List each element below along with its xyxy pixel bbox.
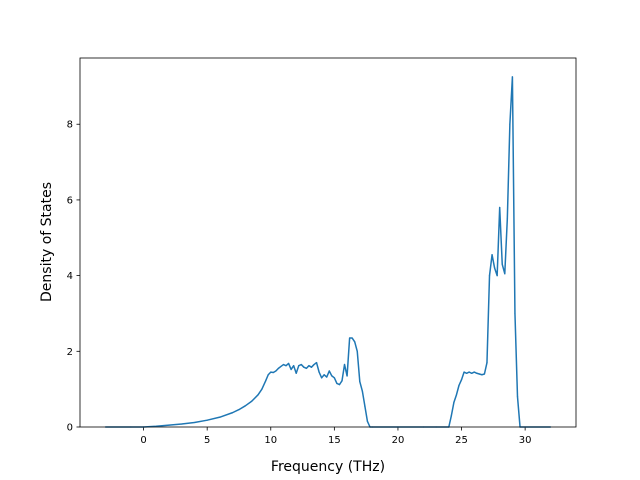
data-point [300,363,302,366]
data-point [338,384,341,386]
data-point [267,374,269,376]
data-point [275,370,277,372]
data-point [504,273,506,275]
data-point [326,376,328,378]
data-point [295,372,297,374]
x-tick-label: 15 [328,435,341,446]
data-point [282,363,285,366]
data-point [478,373,480,375]
y-axis-label: Density of States [39,182,55,302]
data-point [293,365,295,367]
data-point [494,267,496,269]
data-point [455,394,458,396]
data-point [511,76,514,78]
data-point [270,371,272,373]
data-point [488,275,491,277]
x-tick-label: 20 [392,435,405,446]
data-point [219,416,221,418]
data-point [193,421,196,424]
plot-frame [79,57,577,428]
data-point [265,380,267,382]
data-point [496,275,498,277]
data-point [361,390,363,392]
data-point [336,382,338,385]
x-tick-label: 25 [455,435,468,446]
data-point [476,372,478,374]
data-point [155,425,157,427]
data-point [343,363,346,366]
data-point [331,375,333,377]
data-point [310,366,313,368]
data-point [491,254,493,256]
data-point [305,367,307,369]
data-point [313,363,315,366]
data-point [298,365,300,367]
data-point [460,379,463,381]
data-point [501,263,503,265]
y-axis-ticks: 0 2 4 6 8 [67,120,80,434]
data-point [280,365,282,368]
data-point [261,388,263,390]
data-point [509,123,511,125]
x-tick-label: 30 [519,435,532,446]
data-point [466,372,468,374]
x-tick-label: 10 [264,435,277,446]
data-point [366,420,369,422]
data-point [272,371,274,374]
data-point [168,424,170,426]
data-point [277,367,279,369]
data-point [333,377,335,379]
data-point [303,366,305,368]
data-point [514,312,516,315]
y-tick-label: 0 [67,423,73,434]
data-point [181,423,183,425]
data-point [315,362,318,364]
y-tick-label: 4 [67,271,73,282]
data-point [257,394,259,396]
data-point [481,374,483,376]
data-point [321,377,323,379]
y-tick-label: 8 [67,120,73,131]
data-point [328,370,330,372]
data-point [232,412,234,414]
data-point [364,405,366,407]
data-point [351,337,353,339]
y-tick-label: 2 [67,347,73,358]
data-point [356,350,358,352]
data-point [450,415,452,417]
data-point [290,368,292,371]
data-point [359,380,361,383]
data-point [471,372,473,374]
data-point [238,408,240,411]
data-point [506,218,508,220]
data-point [499,206,501,209]
data-point [483,373,486,375]
x-tick-label: 0 [140,435,146,446]
data-point [458,384,460,386]
data-point [349,337,351,339]
data-point [341,380,343,382]
data-point [354,341,356,343]
data-point [318,371,320,373]
data-point [323,374,325,376]
data-point [287,362,290,365]
data-point [285,365,287,367]
data-point [206,419,208,421]
data-point [516,396,519,398]
x-tick-label: 5 [204,435,210,446]
x-axis-ticks: 0 5 10 15 20 25 30 [140,427,531,446]
data-point [251,400,253,402]
data-point [468,371,470,373]
data-point [463,371,465,373]
data-point [453,401,455,403]
data-point [308,365,310,367]
data-point [473,371,475,373]
data-point [346,375,348,377]
y-tick-label: 6 [67,195,73,206]
plot-area [80,58,576,427]
x-axis-label: Frequency (THz) [271,459,385,475]
data-point [244,405,246,407]
data-point [486,362,488,364]
